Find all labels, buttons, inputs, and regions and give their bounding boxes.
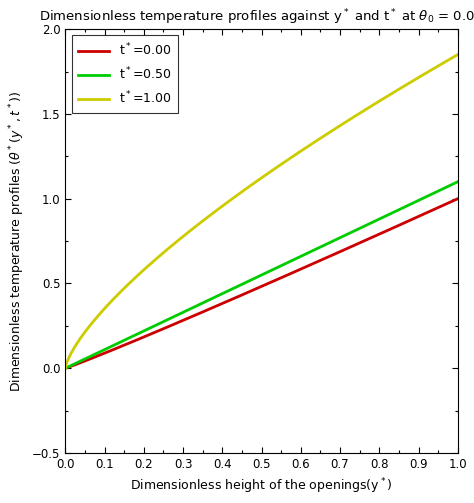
- t$^*$=0.00: [375, 231, 381, 237]
- Title: Dimensionless temperature profiles against y$^*$ and t$^*$ at $\theta_0$ = 0.01: Dimensionless temperature profiles again…: [39, 7, 474, 27]
- t$^*$=1.00: [368, 103, 374, 109]
- t$^*$=0.00: [332, 251, 337, 257]
- t$^*$=1.00: [455, 52, 461, 58]
- t$^*$=0.00: [102, 350, 108, 356]
- t$^*$=0.50: [455, 179, 461, 185]
- t$^*$=1.00: [375, 99, 381, 105]
- Line: t$^*$=1.00: t$^*$=1.00: [65, 55, 458, 368]
- t$^*$=0.50: [332, 237, 337, 243]
- t$^*$=0.00: [63, 365, 68, 371]
- t$^*$=1.00: [102, 305, 108, 311]
- Y-axis label: Dimensionless temperature profiles ($\theta^*(y^*,t^*)$): Dimensionless temperature profiles ($\th…: [7, 91, 27, 392]
- t$^*$=1.00: [63, 365, 68, 371]
- t$^*$=0.50: [221, 290, 227, 296]
- t$^*$=0.50: [235, 283, 241, 289]
- t$^*$=0.00: [235, 294, 241, 300]
- t$^*$=0.00: [221, 300, 227, 306]
- Legend: t$^*$=0.00, t$^*$=0.50, t$^*$=1.00: t$^*$=0.00, t$^*$=0.50, t$^*$=1.00: [72, 35, 178, 113]
- t$^*$=0.50: [368, 220, 374, 226]
- t$^*$=0.00: [455, 196, 461, 202]
- X-axis label: Dimensionless height of the openings(y$^*$): Dimensionless height of the openings(y$^…: [130, 476, 392, 496]
- t$^*$=0.00: [368, 235, 374, 241]
- t$^*$=0.50: [375, 216, 381, 222]
- t$^*$=1.00: [332, 126, 337, 132]
- Line: t$^*$=0.50: t$^*$=0.50: [65, 182, 458, 368]
- Line: t$^*$=0.00: t$^*$=0.00: [65, 199, 458, 368]
- t$^*$=1.00: [221, 202, 227, 208]
- t$^*$=0.50: [102, 346, 108, 352]
- t$^*$=1.00: [235, 192, 241, 198]
- t$^*$=0.50: [63, 365, 68, 371]
